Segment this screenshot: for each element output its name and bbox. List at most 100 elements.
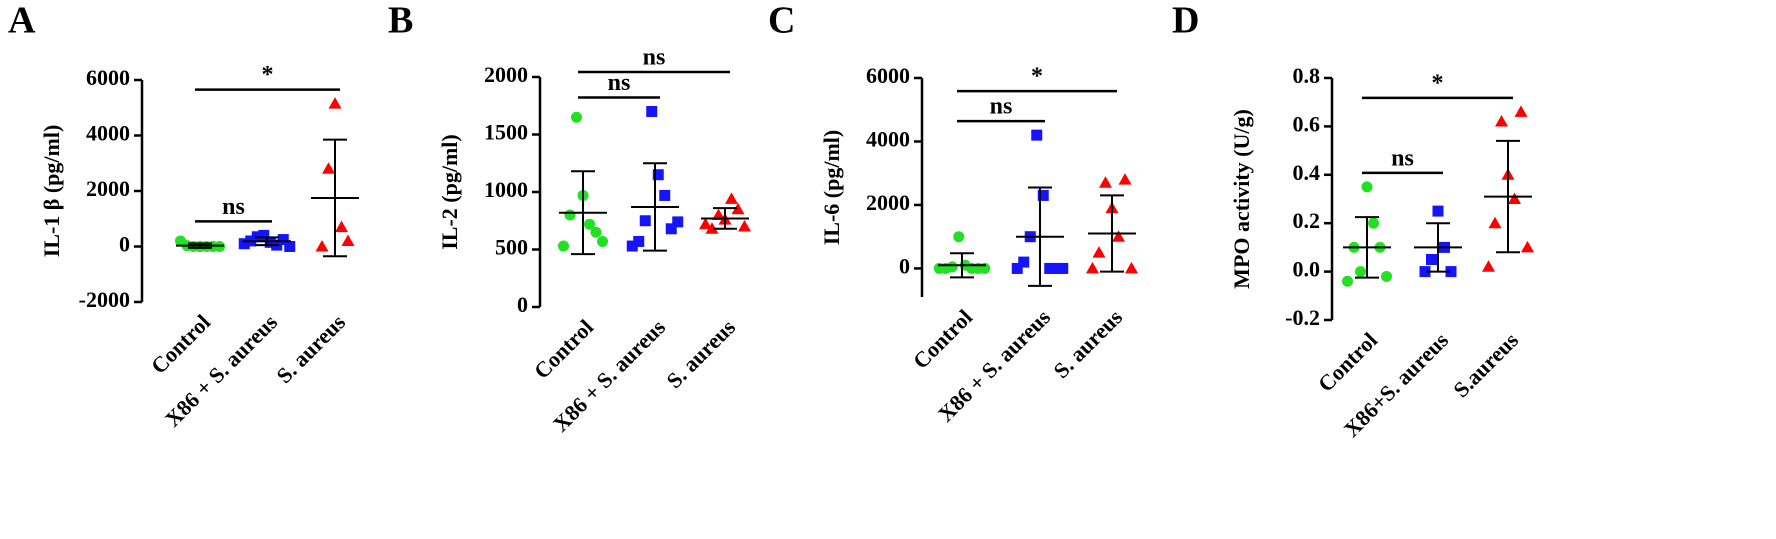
y-tick-label: 4000 (866, 127, 910, 152)
y-tick-label: 0 (119, 232, 130, 257)
data-point (699, 217, 712, 230)
data-point (1044, 262, 1056, 274)
data-point (1057, 262, 1069, 274)
significance-label: ns (1391, 145, 1414, 171)
y-tick-label: 500 (495, 235, 528, 260)
y-tick-label: 0.4 (1293, 160, 1321, 185)
data-point (564, 209, 576, 221)
data-point (258, 229, 270, 241)
data-point (1361, 181, 1373, 193)
data-point (341, 234, 355, 246)
data-point (1099, 176, 1112, 188)
data-point (328, 97, 342, 109)
data-point (1125, 261, 1138, 274)
y-tick-label: 0 (899, 253, 910, 278)
y-tick-label: 0 (517, 292, 528, 317)
y-tick-label: 6000 (86, 65, 130, 90)
panel-label: C (768, 0, 795, 42)
data-point (1037, 189, 1049, 201)
data-point (1445, 266, 1457, 278)
y-axis-label: IL-1 β (pg/ml) (39, 125, 64, 258)
data-point (633, 235, 645, 247)
data-point (1355, 266, 1366, 278)
significance-label: ns (990, 94, 1013, 120)
significance-label: ns (643, 45, 666, 71)
data-point (1050, 262, 1062, 274)
data-point (1419, 266, 1431, 278)
significance-label: * (1432, 70, 1444, 96)
data-point (953, 231, 965, 243)
data-point (335, 220, 348, 233)
x-tick-label: S. aureus (1048, 304, 1127, 383)
data-point (652, 169, 664, 181)
data-point (1426, 254, 1437, 265)
x-tick-label: Control (1313, 327, 1382, 396)
y-tick-label: 0.8 (1293, 63, 1321, 88)
data-point (712, 208, 725, 220)
panel-label: B (388, 0, 413, 42)
data-point (1031, 129, 1043, 141)
x-tick-label: Control (908, 304, 977, 373)
data-point (738, 220, 751, 232)
data-point (705, 222, 719, 234)
data-point (315, 240, 329, 252)
x-tick-label: S.aureus (1448, 327, 1523, 402)
data-point (626, 240, 638, 252)
y-tick-label: 1500 (484, 120, 528, 145)
y-tick-label: 2000 (484, 62, 528, 87)
data-point (284, 241, 296, 252)
y-tick-label: 0.0 (1293, 257, 1321, 282)
data-point (571, 111, 582, 123)
data-point (725, 192, 738, 204)
data-point (264, 236, 276, 248)
data-point (1368, 217, 1379, 229)
data-point (238, 238, 250, 250)
data-point (646, 106, 658, 117)
data-point (731, 202, 745, 215)
data-point (1092, 246, 1106, 258)
data-point (590, 226, 602, 238)
y-axis-label: IL-6 (pg/ml) (819, 130, 844, 246)
significance-label: * (262, 62, 274, 88)
y-tick-label: -0.2 (1285, 305, 1320, 330)
data-point (1086, 261, 1099, 274)
data-point (1011, 262, 1023, 274)
y-tick-label: 2000 (86, 176, 130, 201)
panel-label: A (8, 0, 36, 42)
data-point (639, 215, 651, 227)
data-point (1432, 205, 1444, 217)
x-tick-label: S. aureus (661, 314, 740, 393)
significance-label: ns (222, 194, 245, 220)
y-tick-label: 0.2 (1293, 208, 1321, 233)
y-axis-label: MPO activity (U/g) (1229, 109, 1254, 289)
y-tick-label: 4000 (86, 121, 130, 146)
data-point (1342, 275, 1353, 287)
data-point (1495, 115, 1508, 127)
data-point (659, 189, 671, 201)
data-point (584, 218, 595, 230)
data-point (1508, 192, 1521, 204)
y-tick-label: 6000 (866, 63, 910, 88)
x-tick-label: S. aureus (271, 309, 350, 388)
x-tick-label: Control (529, 314, 598, 383)
data-point (1521, 240, 1534, 253)
data-point (946, 261, 958, 273)
data-point (672, 216, 684, 228)
significance-label: * (1031, 64, 1043, 90)
y-tick-label: 2000 (866, 190, 910, 215)
data-point (322, 162, 335, 174)
data-point (1488, 216, 1502, 229)
y-axis-label: IL-2 (pg/ml) (437, 134, 462, 250)
y-tick-label: -2000 (79, 287, 130, 312)
significance-label: ns (608, 70, 631, 96)
data-point (1482, 260, 1495, 272)
data-point (1112, 230, 1125, 242)
data-point (277, 234, 289, 246)
panel-label: D (1172, 0, 1199, 42)
data-point (1018, 256, 1030, 268)
data-point (1514, 105, 1528, 117)
data-point (597, 235, 608, 247)
y-tick-label: 1000 (484, 177, 528, 202)
y-tick-label: 0.6 (1293, 111, 1321, 136)
